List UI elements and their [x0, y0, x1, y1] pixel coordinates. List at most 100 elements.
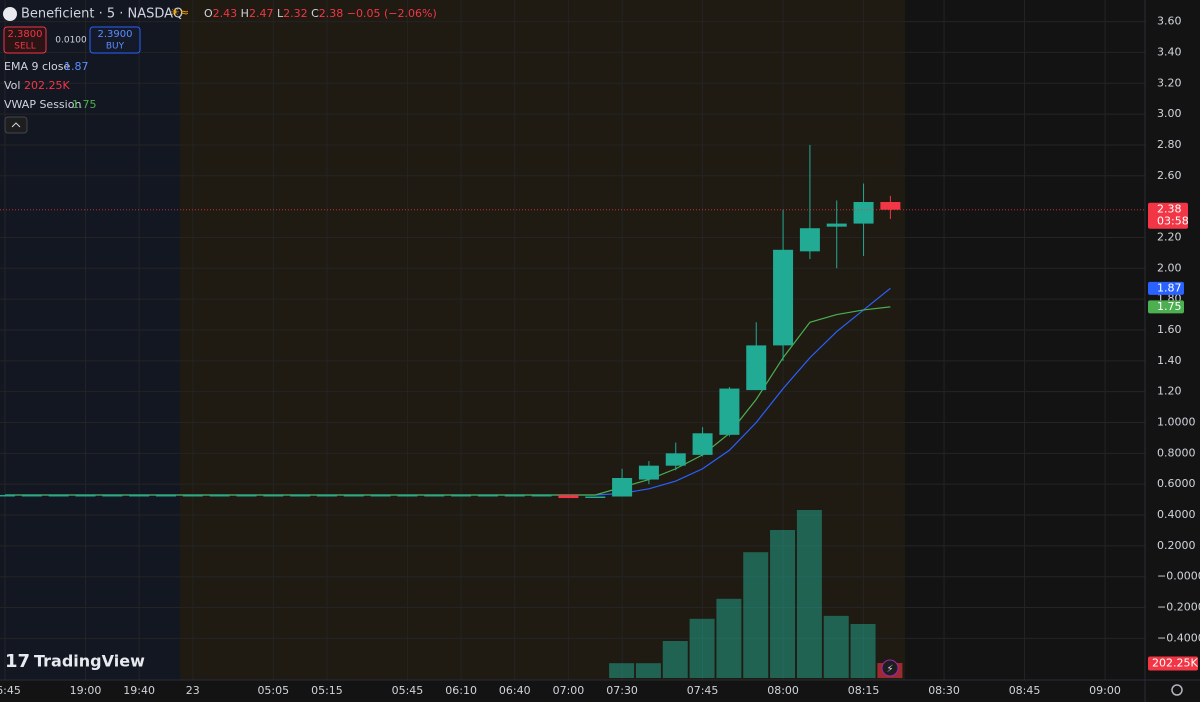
alert-icon[interactable] — [881, 659, 899, 677]
post-market-region — [0, 0, 180, 680]
session-icon: ☀≈ — [170, 6, 189, 19]
plot — [0, 144, 1145, 499]
candle-body — [155, 494, 176, 497]
sell-label[interactable]: SELL — [14, 42, 35, 52]
countdown: 03:58 — [1157, 215, 1189, 228]
y-tick-label: 1.60 — [1157, 323, 1182, 336]
x-tick-label: 09:00 — [1089, 684, 1121, 697]
indicator-tag-label: 1.87 — [1157, 281, 1182, 294]
sell-button[interactable] — [3, 26, 47, 54]
candle-body — [880, 201, 901, 210]
collapse-button[interactable] — [4, 116, 28, 134]
candle-body — [773, 249, 794, 346]
sell-price[interactable]: 2.3800 — [8, 29, 43, 40]
candle-body — [182, 494, 203, 497]
y-tick-label: −0.2000 — [1157, 601, 1200, 614]
indicator-tag — [1148, 281, 1184, 295]
candle-body — [129, 494, 150, 497]
y-tick-label: 3.00 — [1157, 107, 1182, 120]
x-tick-label: 19:40 — [123, 684, 155, 697]
x-tick-label: 05:45 — [392, 684, 424, 697]
candle-body — [558, 494, 579, 499]
volume-tag-label: 202.25K — [1152, 657, 1198, 670]
volume — [609, 510, 903, 678]
x-tick-label: 07:30 — [606, 684, 638, 697]
x-tick-label: 07:00 — [553, 684, 585, 697]
candle-body — [21, 494, 42, 497]
ohlc-label: H — [241, 7, 249, 20]
volume-bar — [662, 640, 688, 678]
candle-body — [665, 453, 686, 466]
y-tick-label: 2.20 — [1157, 230, 1182, 243]
y-tick-label: 0.6000 — [1157, 477, 1196, 490]
legend-value: 1.75 — [72, 98, 97, 111]
candle-body — [504, 494, 525, 497]
change: −0.05 (−2.06%) — [347, 7, 437, 20]
candle-body — [0, 494, 15, 497]
legend-entry: Vol — [4, 79, 20, 92]
grid — [0, 0, 1145, 680]
y-tick-label: −0.4000 — [1157, 631, 1200, 644]
candle-body — [263, 494, 284, 497]
y-tick-label: 2.00 — [1157, 261, 1182, 274]
candle-body — [799, 228, 820, 252]
x-tick-label: 08:15 — [848, 684, 880, 697]
candle-body — [826, 223, 847, 227]
candle-body — [236, 494, 257, 497]
indicator-tag — [1148, 300, 1184, 314]
x-tick-label: 06:10 — [445, 684, 477, 697]
ohlc-value: 2.38 — [319, 7, 344, 20]
candle-body — [102, 494, 123, 497]
legend-value: 1.87 — [64, 60, 89, 73]
ohlc-value: 2.47 — [249, 7, 274, 20]
settings-icon[interactable] — [1171, 684, 1183, 696]
candle-body — [316, 494, 337, 497]
candle-body — [477, 494, 498, 497]
candle-body — [370, 494, 391, 497]
volume-bar — [743, 552, 769, 678]
y-tick-label: 1.40 — [1157, 354, 1182, 367]
brand: TradingView — [34, 652, 145, 671]
y-tick-label: 3.20 — [1157, 76, 1182, 89]
volume-bar — [770, 529, 796, 678]
x-tick-label: 08:00 — [767, 684, 799, 697]
ohlc-label: O — [204, 7, 213, 20]
volume-bar — [689, 618, 715, 678]
candle-body — [48, 494, 69, 497]
ohlc: O2.43 H2.47 L2.32 C2.38 −0.05 (−2.06%) — [204, 7, 437, 20]
spread: 0.0100 — [55, 36, 87, 46]
symbol-icon — [3, 7, 17, 21]
legend-value: 202.25K — [24, 79, 70, 92]
candle-body — [424, 494, 445, 497]
buy-button[interactable] — [89, 26, 141, 54]
buy-label[interactable]: BUY — [106, 42, 125, 52]
y-tick-label: 0.2000 — [1157, 539, 1196, 552]
candle-body — [451, 494, 472, 497]
y-tick-label: −0.0000 — [1157, 570, 1200, 583]
y-tick-label: 3.60 — [1157, 15, 1182, 28]
y-tick-label: 2.60 — [1157, 169, 1182, 182]
y-tick-label: 1.0000 — [1157, 415, 1196, 428]
x-tick-label: 07:45 — [687, 684, 719, 697]
candle-body — [290, 494, 311, 497]
candle-body — [746, 345, 767, 391]
volume-bar — [796, 510, 822, 678]
x-tick-label: 08:45 — [1009, 684, 1041, 697]
price-tag-label: 2.38 — [1157, 203, 1182, 216]
buy-price[interactable]: 2.3900 — [98, 29, 133, 40]
candle-body — [612, 478, 633, 497]
indicator-tag-label: 1.75 — [1157, 300, 1182, 313]
volume-bar — [850, 623, 876, 678]
candle-body — [75, 494, 96, 497]
volume-bar — [609, 663, 635, 678]
x-tick-label: 19:00 — [70, 684, 102, 697]
candle-body — [719, 388, 740, 435]
candle-body — [585, 496, 606, 499]
axes: 3.603.403.203.002.802.602.202.001.801.60… — [0, 15, 1200, 697]
candle-body — [692, 433, 713, 455]
ohlc-label: C — [311, 7, 319, 20]
x-tick-label: 08:30 — [928, 684, 960, 697]
y-tick-label: 1.20 — [1157, 385, 1182, 398]
